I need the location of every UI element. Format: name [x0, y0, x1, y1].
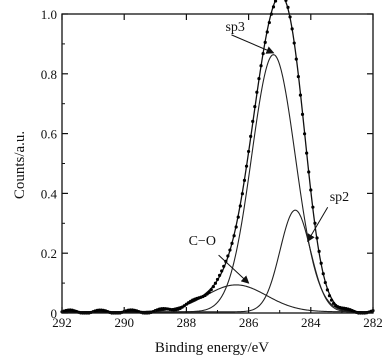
- data-point: [315, 236, 319, 240]
- y-tick-label: 0.4: [41, 186, 58, 201]
- data-point: [284, 0, 288, 2]
- data-point: [307, 170, 311, 174]
- data-point: [317, 249, 321, 253]
- y-tick-label: 0: [51, 306, 58, 321]
- data-point: [271, 5, 276, 9]
- y-tick-label: 1.0: [41, 7, 57, 22]
- data-point: [294, 57, 298, 61]
- x-tick-label: 292: [52, 315, 72, 330]
- data-point: [288, 15, 292, 19]
- data-point: [255, 90, 259, 94]
- y-tick-label: 0.8: [41, 67, 57, 82]
- data-point: [309, 188, 313, 192]
- data-point: [222, 264, 226, 268]
- data-point: [242, 178, 247, 182]
- data-point: [267, 20, 271, 25]
- x-tick-label: 290: [114, 315, 134, 330]
- data-point: [300, 112, 305, 116]
- y-tick-label: 0.2: [41, 246, 57, 261]
- series-line-sp3: [62, 54, 373, 313]
- plot-frame: [61, 13, 374, 314]
- data-point: [230, 241, 234, 245]
- annotation-label: sp3: [225, 20, 244, 35]
- x-tick-label: 282: [363, 315, 383, 330]
- data-point: [238, 204, 242, 208]
- data-point: [209, 288, 213, 292]
- data-point: [240, 192, 244, 196]
- data-point: [298, 93, 303, 97]
- x-axis-label: Binding energy/eV: [155, 340, 269, 355]
- y-axis-label: Counts/a.u.: [12, 131, 28, 199]
- data-point: [226, 254, 230, 258]
- y-tick-label: 0.6: [41, 127, 58, 142]
- data-point: [327, 294, 332, 298]
- data-point: [311, 205, 315, 209]
- data-point: [305, 151, 309, 155]
- data-point: [319, 261, 323, 265]
- data-point: [296, 74, 300, 79]
- data-point: [286, 5, 290, 9]
- data-point: [265, 30, 269, 34]
- data-point: [263, 40, 267, 44]
- data-point: [236, 215, 240, 219]
- annotation-arrow: [218, 254, 250, 284]
- data-point: [213, 281, 218, 285]
- data-point: [332, 301, 336, 305]
- axes: 292 290 288 286 284 282 0 0.2 0.4 0.6 0.8 1.0: [41, 7, 383, 330]
- data-point: [251, 119, 255, 123]
- data-point: [259, 64, 263, 68]
- data-point: [321, 272, 325, 276]
- data-point: [247, 149, 251, 154]
- data-point: [220, 269, 224, 273]
- annotation-arrow: [307, 206, 329, 243]
- data-point: [234, 225, 238, 229]
- plot-area: sp3 sp2 C−O: [60, 0, 375, 315]
- data-point: [257, 77, 261, 81]
- data-point: [302, 132, 307, 136]
- annotation-label: sp2: [330, 190, 349, 205]
- x-tick-label: 288: [177, 315, 197, 330]
- annotation-arrow: [231, 34, 275, 54]
- data-point: [313, 221, 317, 225]
- series-line-sp2: [62, 209, 373, 313]
- data-point: [244, 164, 249, 168]
- data-point: [232, 234, 236, 238]
- data-point: [329, 298, 334, 302]
- data-point: [261, 52, 265, 56]
- x-tick-label: 286: [239, 315, 259, 330]
- data-point: [211, 285, 215, 289]
- data-point: [228, 248, 232, 252]
- series-line-envelope: [62, 0, 374, 313]
- data-point: [205, 292, 209, 296]
- data-point: [249, 134, 253, 138]
- x-tick-label: 284: [301, 315, 321, 330]
- data-point: [207, 290, 211, 294]
- data-point: [273, 0, 278, 3]
- data-point: [323, 280, 327, 285]
- data-point: [292, 41, 296, 45]
- data-point: [253, 104, 257, 109]
- data-point: [325, 288, 329, 292]
- data-point: [217, 273, 222, 277]
- data-point: [290, 27, 294, 31]
- data-point: [215, 277, 220, 282]
- annotation-label: C−O: [189, 234, 216, 249]
